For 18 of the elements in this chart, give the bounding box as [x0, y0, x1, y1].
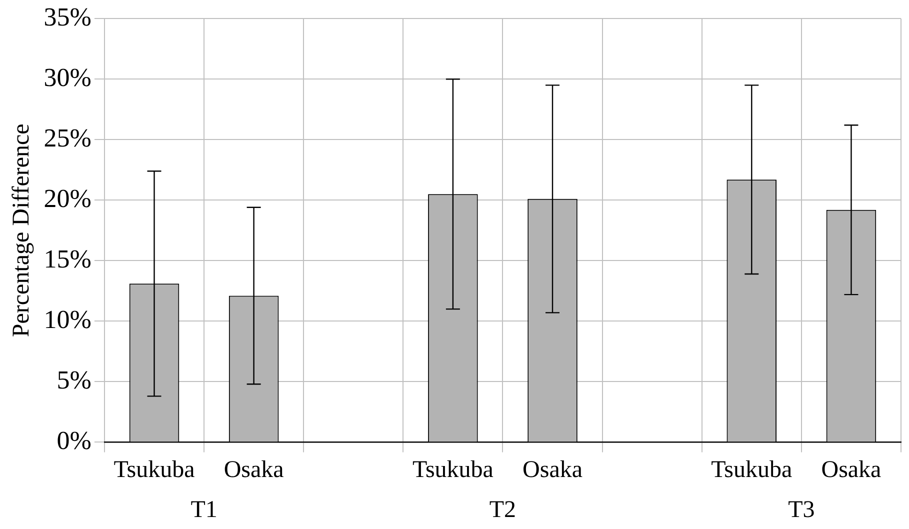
y-tick-label: 25%	[44, 123, 92, 152]
y-axis-title: Percentage Difference	[8, 124, 35, 338]
y-tick-label: 35%	[44, 2, 92, 32]
y-tick-label: 5%	[56, 366, 92, 395]
text: T1	[190, 497, 218, 523]
x-tick-label: Osaka	[224, 456, 284, 483]
y-tick-label: 20%	[44, 184, 92, 213]
y-tick-label: 15%	[44, 244, 92, 274]
y-tick-label: 30%	[44, 62, 92, 92]
x-tick-label: Osaka	[821, 456, 882, 483]
x-tick-label: Osaka	[522, 456, 583, 483]
x-tick-label: Tsukuba	[114, 456, 196, 483]
y-tick-label: 0%	[56, 426, 92, 456]
x-tick-label: Tsukuba	[412, 456, 494, 483]
y-tick-label: 10%	[44, 305, 92, 334]
x-tick-label: Tsukuba	[711, 456, 792, 483]
text: T2	[489, 497, 516, 523]
text: T3	[788, 497, 815, 523]
